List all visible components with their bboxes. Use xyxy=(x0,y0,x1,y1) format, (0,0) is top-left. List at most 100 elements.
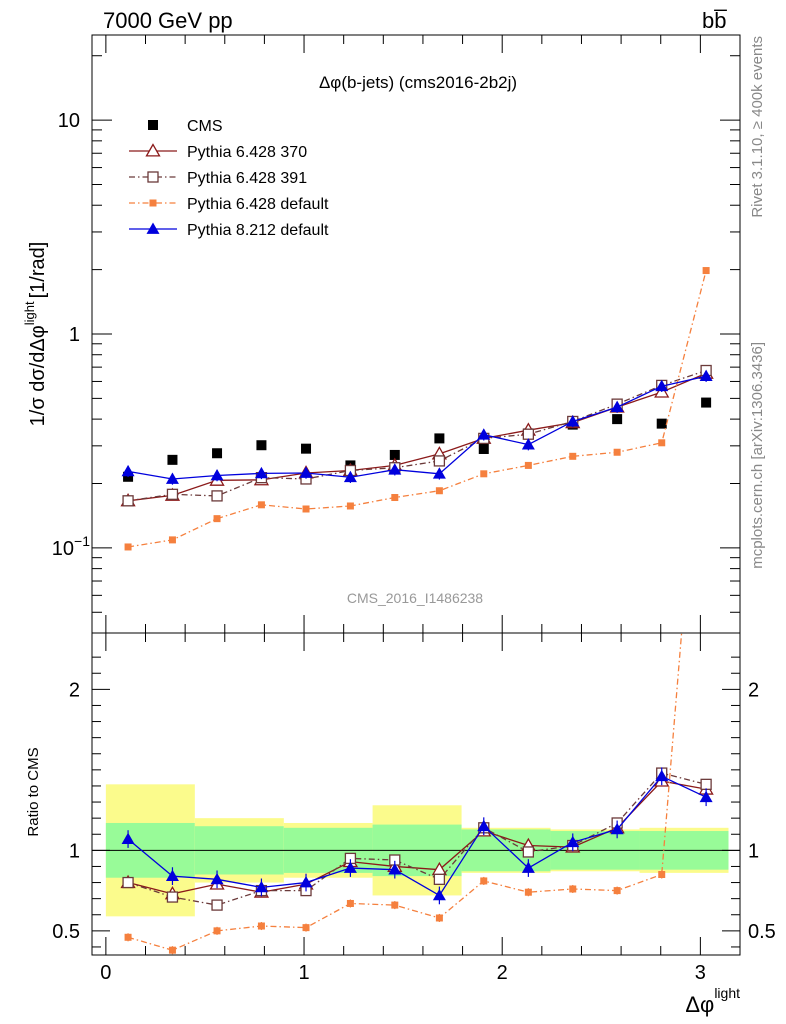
main-line-p8_default xyxy=(127,375,707,480)
ratio-point-p8_default xyxy=(343,861,357,873)
ratio-point-p8_default xyxy=(210,872,224,885)
main-point-p6_391 xyxy=(122,495,134,507)
main-series xyxy=(120,267,714,551)
main-point-p6_default xyxy=(569,452,577,460)
main-point-p6_391 xyxy=(211,490,223,502)
process-label: bb̅ xyxy=(702,8,727,33)
rivet-side-label: Rivet 3.1.10, ≥ 400k events xyxy=(749,36,766,218)
ratio-point-p6_391 xyxy=(211,899,223,911)
main-ytick-label: 1 xyxy=(69,324,80,346)
ratio-point-p8_default xyxy=(477,819,491,832)
ratio-line-p6_391 xyxy=(127,772,707,906)
main-point-cms xyxy=(389,449,400,460)
analysis-watermark: CMS_2016_I1486238 xyxy=(347,590,483,606)
ratio-point-p6_391 xyxy=(433,873,446,885)
ratio-point-p6_default xyxy=(346,899,354,907)
main-point-p8_default xyxy=(610,400,624,413)
main-ylabel-text: 1/σ dσ/dΔφlight [1/rad] xyxy=(22,242,49,427)
main-point-p6_default xyxy=(524,461,532,469)
ratio-frame xyxy=(91,632,741,956)
main-point-p8_default xyxy=(521,438,535,450)
main-point-cms xyxy=(212,448,223,459)
main-point-p8_default xyxy=(432,467,446,479)
legend-label-p6_370: Pythia 6.428 370 xyxy=(187,144,307,161)
main-ylabel-main: 1/σ dσ/dΔφ xyxy=(27,325,49,426)
main-point-p6_391 xyxy=(433,455,446,467)
main-point-cms xyxy=(612,414,623,425)
ratio-point-p8_default xyxy=(566,835,580,848)
ratio-point-p6_default xyxy=(569,885,577,893)
x-axis-label-sup: light xyxy=(714,985,740,1001)
main-point-p8_default xyxy=(388,463,402,475)
main-point-p6_default xyxy=(435,487,443,495)
legend-marker-p6_default xyxy=(149,199,157,207)
ratio-ytick-label-left: 1 xyxy=(69,840,80,862)
main-ytick-label-base: 10 xyxy=(52,538,74,560)
ratio-point-p6_391 xyxy=(166,891,179,903)
ratio-point-p6_391 xyxy=(122,876,134,889)
main-point-cms xyxy=(434,433,445,444)
main-point-p8_default xyxy=(655,379,669,392)
main-point-cms xyxy=(167,454,178,465)
legend-label-p6_default: Pythia 6.428 default xyxy=(187,196,329,213)
main-point-p8_default xyxy=(343,470,357,483)
ratio-ylabel: Ratio to CMS xyxy=(25,747,42,836)
main-point-cms xyxy=(478,443,489,454)
x-axis-label: Δφlight xyxy=(685,985,740,1017)
ratio-ytick-label-left: 2 xyxy=(69,679,80,701)
ratio-point-p6_default xyxy=(213,927,221,935)
main-ticks: 10−1 1 10 xyxy=(52,35,740,634)
main-point-p6_default xyxy=(168,536,176,544)
ratio-point-p6_default xyxy=(391,901,399,909)
ratio-ytick-label-right: 2 xyxy=(748,679,759,701)
main-point-p8_default xyxy=(254,466,268,479)
ratio-point-p6_default xyxy=(524,888,532,896)
main-point-p6_default xyxy=(302,505,310,513)
legend-marker-p6_370 xyxy=(145,143,161,157)
ratio-point-p8_default xyxy=(165,869,179,881)
main-point-cms xyxy=(701,397,712,408)
ratio-ytick-label-right: 0.5 xyxy=(748,921,776,943)
ratio-point-p8_default xyxy=(655,769,669,782)
main-panel: Δφ(b-jets) (cms2016-2b2j) CMS_2016_I1486… xyxy=(22,34,741,634)
ratio-point-p6_default xyxy=(435,914,443,922)
main-point-p8_default xyxy=(566,414,580,427)
ratio-point-p6_391 xyxy=(700,778,712,790)
ratio-series-group xyxy=(120,332,714,955)
mcplots-side-label: mcplots.cern.ch [arXiv:1306.3436] xyxy=(749,342,766,569)
legend-marker-p8_default xyxy=(146,222,160,234)
main-point-p6_default xyxy=(257,501,265,509)
ratio-panel: 0 1 2 3 0.5 0.5 1 1 2 2 Ratio to CMS Δφlight xyxy=(25,332,776,1017)
ratio-point-p8_default xyxy=(699,790,713,803)
main-ytick-label: 10−1 xyxy=(52,533,90,560)
main-point-p8_default xyxy=(165,472,179,484)
ratio-point-p6_default xyxy=(703,332,710,339)
main-ylabel-sup: light xyxy=(22,301,37,325)
ratio-point-p8_default xyxy=(521,861,535,873)
main-point-p6_391 xyxy=(522,428,535,440)
ratio-point-p6_default xyxy=(658,871,666,878)
main-point-p6_default xyxy=(346,502,354,510)
ratio-xtick-label: 1 xyxy=(298,962,309,984)
ratio-point-p8_default xyxy=(432,888,446,901)
main-point-p6_default xyxy=(391,494,399,502)
ratio-point-p6_391 xyxy=(522,846,535,858)
energy-label: 7000 GeV pp xyxy=(103,8,233,33)
main-ylabel: 1/σ dσ/dΔφlight [1/rad] xyxy=(22,242,49,427)
legend: CMS Pythia 6.428 370 Pythia 6.428 391 Pythi… xyxy=(129,118,329,239)
main-point-p6_391 xyxy=(166,488,179,500)
ratio-point-p8_default xyxy=(254,880,268,893)
main-point-p6_default xyxy=(702,267,710,275)
ratio-point-p8_default xyxy=(299,876,313,888)
main-title: Δφ(b-jets) (cms2016-2b2j) xyxy=(319,73,517,92)
ratio-point-p6_default xyxy=(257,922,265,930)
ratio-point-p6_default xyxy=(168,946,176,954)
main-point-p8_default xyxy=(299,466,313,478)
legend-marker-cms xyxy=(148,120,158,130)
main-line-p6_default xyxy=(127,270,707,548)
main-ylabel-unit: [1/rad] xyxy=(27,242,49,299)
ratio-point-p6_default xyxy=(302,924,310,932)
main-point-p8_default xyxy=(699,369,713,382)
ratio-xtick-label: 2 xyxy=(497,962,508,984)
main-point-p6_default xyxy=(658,439,666,447)
